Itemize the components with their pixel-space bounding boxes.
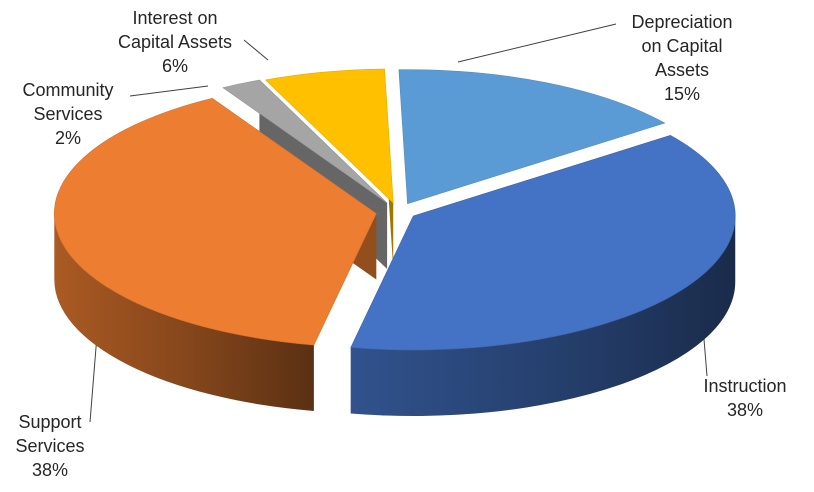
slice-label-depreciation-line-2: on Capital xyxy=(641,36,723,56)
slice-label-community-services: Community Services 2% xyxy=(4,78,132,150)
slice-label-support-services: Support Services 38% xyxy=(2,410,98,482)
slice-label-instruction: Instruction 38% xyxy=(680,374,810,422)
slice-label-depreciation-value: 15% xyxy=(663,84,701,104)
slice-label-instruction-line-1: Instruction xyxy=(703,376,787,396)
slice-instruction xyxy=(350,135,736,417)
slice-instruction-top xyxy=(350,135,736,351)
slice-support-services-top xyxy=(54,97,377,346)
slice-label-depreciation-on-capital-assets: Depreciation on Capital Assets 15% xyxy=(612,10,752,106)
slice-label-community-services-line-2: Services xyxy=(33,104,103,124)
slice-label-support-services-line-1: Support xyxy=(18,412,82,432)
slice-label-community-services-line-1: Community xyxy=(22,80,114,100)
slice-instruction-side xyxy=(350,216,736,417)
slice-label-support-services-line-2: Services xyxy=(15,436,85,456)
slice-interest-on-capital-assets-top xyxy=(264,68,394,204)
slice-depreciation-on-capital-assets xyxy=(398,69,666,205)
slice-label-depreciation-line-1: Depreciation xyxy=(631,12,733,32)
leader-line-interest-on-capital-assets xyxy=(243,39,269,61)
slice-community-services-top xyxy=(222,79,388,204)
slice-label-instruction-value: 38% xyxy=(726,400,764,420)
slice-label-community-services-value: 2% xyxy=(54,128,81,148)
slice-label-depreciation-line-3: Assets xyxy=(654,60,710,80)
slice-label-interest-line-1: Interest on xyxy=(132,8,218,28)
slice-interest-on-capital-assets xyxy=(264,68,394,269)
slice-label-interest-line-2: Capital Assets xyxy=(117,32,233,52)
leader-line-community-services xyxy=(129,85,209,97)
pie-slices xyxy=(54,68,736,417)
slice-support-services-side xyxy=(54,213,314,412)
leader-line-depreciation-on-capital-assets xyxy=(457,23,617,63)
slice-depreciation-on-capital-assets-top xyxy=(398,69,666,205)
slice-label-interest-value: 6% xyxy=(161,56,188,76)
slice-label-interest-on-capital-assets: Interest on Capital Assets 6% xyxy=(100,6,250,78)
slice-support-services xyxy=(54,97,377,412)
slice-label-support-services-value: 38% xyxy=(31,460,69,480)
